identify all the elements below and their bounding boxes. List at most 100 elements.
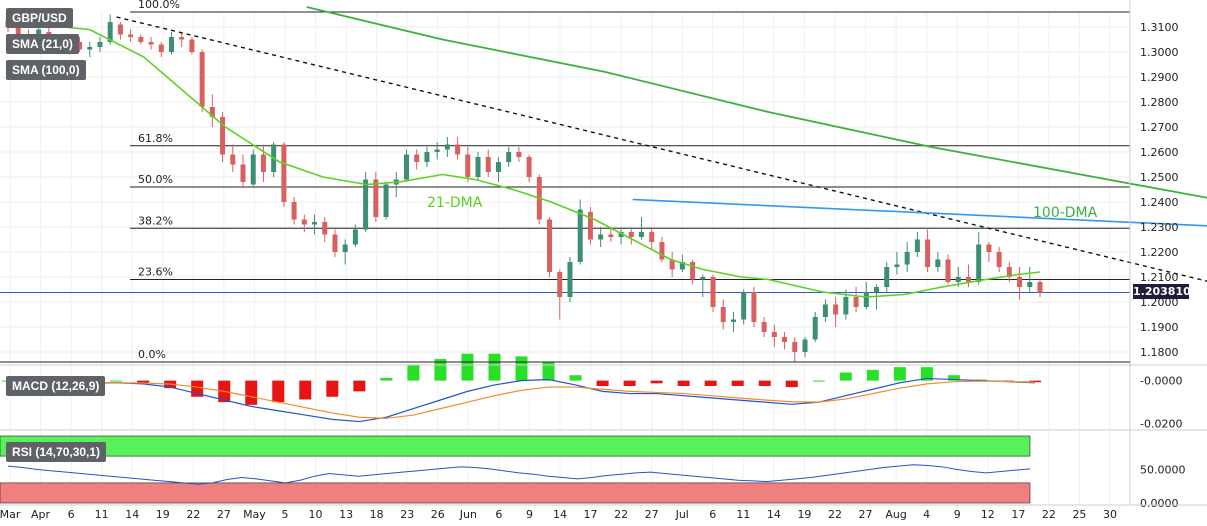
- macd-bar: [947, 375, 960, 381]
- macd-bar: [839, 372, 852, 381]
- macd-signal-line: [7, 380, 1036, 419]
- grid: [0, 12, 1130, 505]
- fib-label: 0.0%: [138, 348, 166, 361]
- candle-body: [495, 162, 501, 172]
- macd-badge[interactable]: MACD (12,26,9): [6, 376, 106, 396]
- x-tick-label: 22: [614, 508, 628, 521]
- candle-body: [260, 154, 266, 172]
- downtrend-line: [116, 16, 1207, 282]
- sma21-badge[interactable]: SMA (21,0): [6, 34, 79, 54]
- candle-body: [526, 157, 532, 177]
- x-tick-label: 14: [125, 508, 139, 521]
- x-tick-label: Apr: [31, 508, 51, 521]
- macd-bar: [758, 380, 771, 386]
- x-tick-label: 6: [495, 508, 502, 521]
- x-tick-label: Mar: [0, 508, 21, 521]
- candle-body: [506, 152, 512, 162]
- candle-body: [884, 267, 890, 287]
- x-tick-label: 9: [954, 508, 961, 521]
- candle-body: [403, 154, 409, 180]
- macd-bar: [893, 367, 906, 381]
- candle-body: [475, 157, 481, 177]
- macd-bar: [704, 380, 717, 386]
- macd-bar: [650, 380, 663, 384]
- macd-bar: [812, 380, 825, 382]
- fib-label: 23.6%: [138, 266, 173, 279]
- rsi-tick-label: 0.0000: [1140, 497, 1179, 510]
- fib-label: 61.8%: [138, 132, 173, 145]
- y-tick-label: 1.2100: [1140, 271, 1179, 284]
- candle-body: [741, 292, 747, 320]
- x-tick-label: 23: [400, 508, 414, 521]
- dma100-annotation: 100-DMA: [1033, 205, 1098, 221]
- symbol-badge[interactable]: GBP/USD: [6, 8, 73, 28]
- candle-body: [567, 262, 573, 297]
- sma100-badge[interactable]: SMA (100,0): [6, 60, 86, 80]
- y-tick-label: 1.2500: [1140, 171, 1179, 184]
- macd-bar: [569, 375, 582, 381]
- candle-body: [424, 152, 430, 162]
- x-tick-label: 6: [709, 508, 716, 521]
- candle-body: [455, 144, 461, 155]
- x-tick-label: 4: [923, 508, 930, 521]
- x-tick-label: 25: [1072, 508, 1086, 521]
- candle-body: [955, 277, 961, 282]
- candle-body: [15, 27, 21, 35]
- candle-body: [128, 34, 134, 37]
- candle-body: [363, 179, 369, 230]
- candle-body: [894, 264, 900, 267]
- macd-bar: [515, 356, 528, 381]
- macd-bar: [326, 380, 339, 397]
- candle-body: [209, 107, 215, 117]
- candle-body: [138, 37, 144, 42]
- candle-body: [250, 154, 256, 185]
- candle-body: [628, 232, 634, 237]
- x-tick-label: 26: [431, 508, 445, 521]
- y-tick-label: 1.2000: [1140, 296, 1179, 309]
- axes: 1.3100 1.3000 1.2900 1.2800 1.2700 1.2600 1.25…: [0, 21, 1186, 521]
- candle-body: [485, 157, 491, 172]
- candle-body: [434, 149, 440, 152]
- x-tick-label: 14: [767, 508, 781, 521]
- candle-body: [199, 52, 205, 107]
- y-tick-label: 1.2600: [1140, 146, 1179, 159]
- y-tick-label: 1.3100: [1140, 21, 1179, 34]
- candle-body: [710, 277, 716, 307]
- macd-bar: [272, 380, 285, 403]
- candle-body: [189, 39, 195, 52]
- x-tick-label: 27: [217, 508, 231, 521]
- candle-body: [659, 242, 665, 260]
- macd-bar: [137, 380, 150, 383]
- candle-body: [822, 304, 828, 317]
- candle-body: [639, 232, 645, 237]
- macd-bar: [488, 353, 501, 381]
- candle-body: [158, 44, 164, 52]
- macd-bar: [785, 380, 798, 388]
- candle-body: [547, 219, 553, 272]
- candle-body: [332, 234, 338, 252]
- candle-body: [833, 304, 839, 315]
- candle-body: [976, 244, 982, 282]
- macd-bar: [731, 380, 744, 386]
- candle-body: [301, 219, 307, 225]
- candle-body: [792, 342, 798, 352]
- rsi-overbought-band: [0, 435, 1031, 457]
- candle-body: [598, 234, 604, 240]
- last-price-label: 1.203810: [1133, 284, 1191, 299]
- x-tick-label: 27: [645, 508, 659, 521]
- rsi-badge[interactable]: RSI (14,70,30,1): [6, 442, 107, 462]
- x-tick-label: 12: [981, 508, 995, 521]
- y-tick-label: 1.2700: [1140, 121, 1179, 134]
- y-tick-label: 1.1800: [1140, 346, 1179, 359]
- candle-body: [863, 292, 869, 307]
- candle-body: [690, 262, 696, 280]
- x-tick-label: 9: [526, 508, 533, 521]
- indicator-lines: [7, 377, 1036, 485]
- candle-body: [679, 262, 685, 270]
- candle-body: [557, 272, 563, 297]
- x-tick-label: 18: [370, 508, 384, 521]
- x-tick-label: Aug: [885, 508, 906, 521]
- macd-bar: [461, 353, 474, 381]
- macd-bar: [542, 361, 555, 381]
- x-tick-label: 22: [1042, 508, 1056, 521]
